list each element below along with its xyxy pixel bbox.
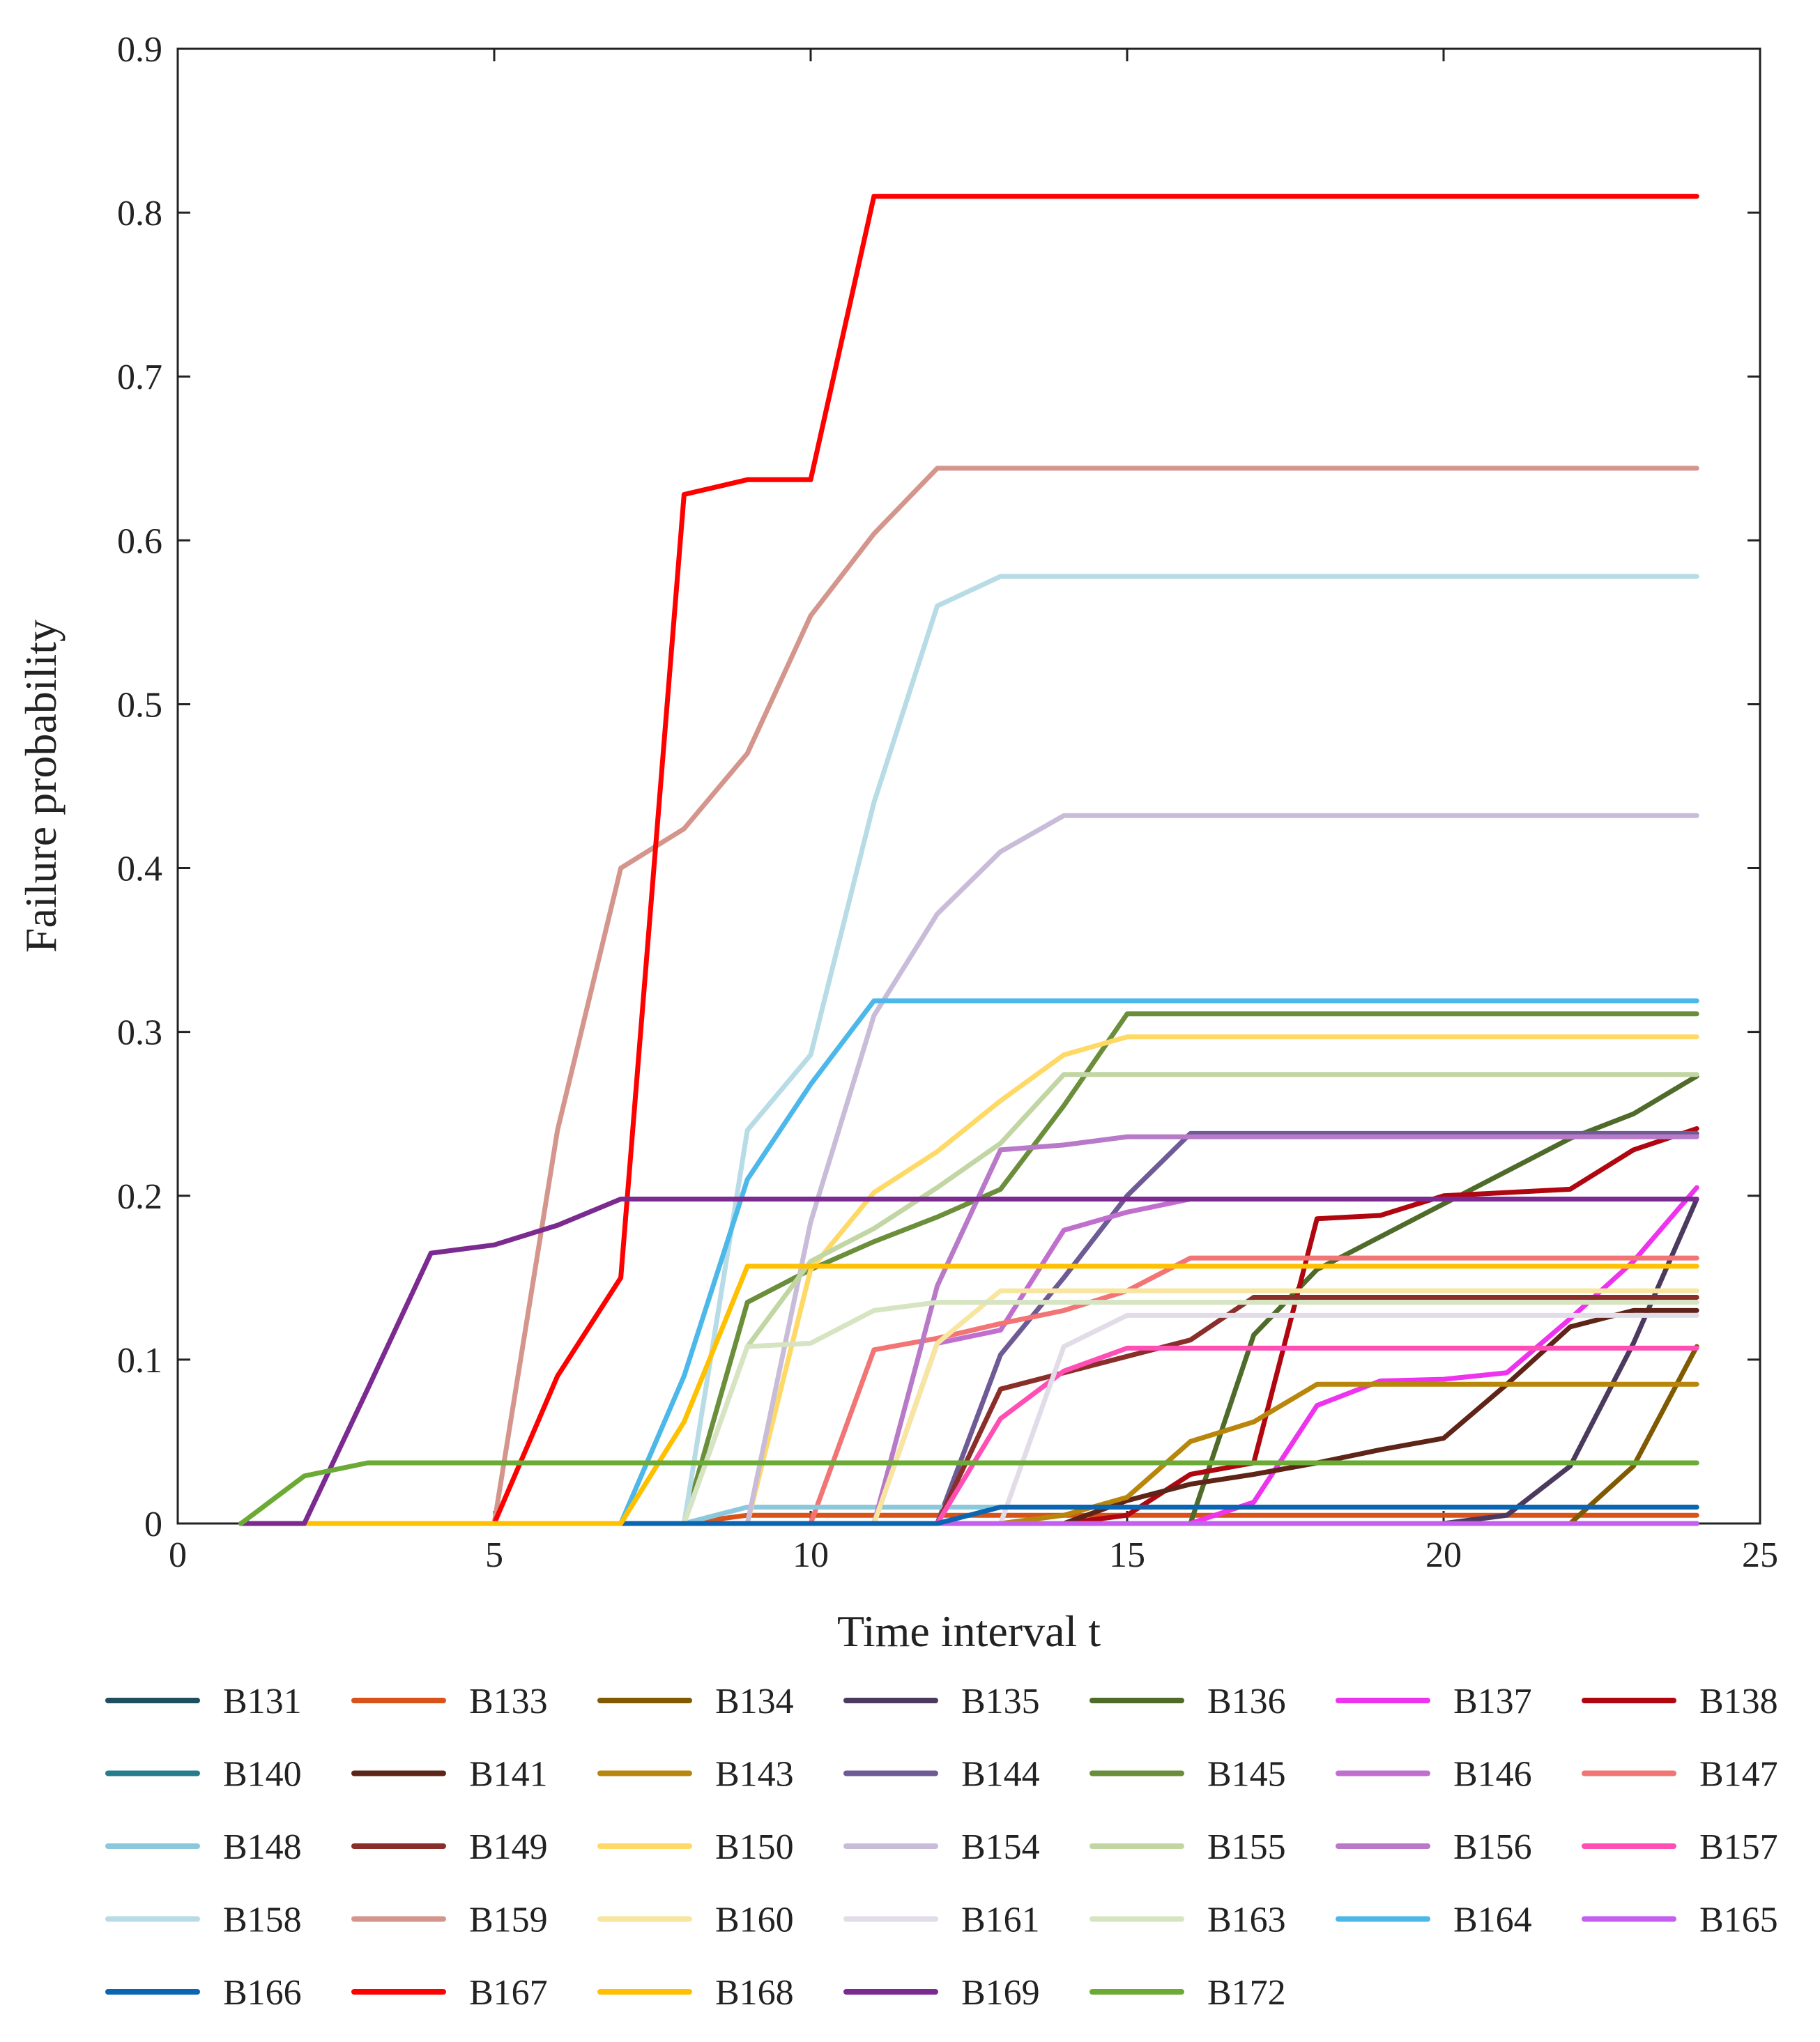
- legend-item-b131: B131: [105, 1682, 302, 1721]
- legend-label: B159: [469, 1901, 548, 1940]
- legend-item-b160: B160: [597, 1901, 794, 1940]
- legend-item-b143: B143: [597, 1755, 794, 1795]
- legend-item-b167: B167: [351, 1973, 548, 2013]
- legend-item-b141: B141: [351, 1755, 548, 1795]
- legend-item-b134: B134: [597, 1682, 794, 1721]
- legend-label: B131: [223, 1682, 302, 1721]
- legend-label: B134: [715, 1682, 794, 1721]
- y-tick-label: 0.8: [117, 194, 162, 233]
- series-line-b168: [238, 1264, 1699, 1526]
- legend-item-b150: B150: [597, 1827, 794, 1867]
- y-tick-label: 0: [144, 1505, 162, 1544]
- legend-item-b156: B156: [1336, 1827, 1532, 1867]
- x-tick-label: 25: [1742, 1535, 1778, 1575]
- series-lines: [238, 194, 1699, 1526]
- legend-label: B157: [1699, 1827, 1778, 1867]
- legend-item-b166: B166: [105, 1973, 302, 2013]
- legend-label: B158: [223, 1901, 302, 1940]
- legend-item-b146: B146: [1336, 1755, 1532, 1795]
- legend-label: B148: [223, 1827, 302, 1867]
- legend-label: B135: [961, 1682, 1040, 1721]
- x-tick-label: 10: [793, 1535, 829, 1575]
- legend-item-b163: B163: [1089, 1901, 1286, 1940]
- legend-label: B136: [1207, 1682, 1286, 1721]
- legend-label: B168: [715, 1973, 794, 2013]
- legend-item-b155: B155: [1089, 1827, 1286, 1867]
- legend-label: B156: [1453, 1827, 1532, 1867]
- legend-label: B137: [1453, 1682, 1532, 1721]
- legend-label: B140: [223, 1755, 302, 1795]
- legend-item-b133: B133: [351, 1682, 548, 1721]
- legend-label: B161: [961, 1901, 1040, 1940]
- legend-item-b158: B158: [105, 1901, 302, 1940]
- legend-item-b172: B172: [1089, 1973, 1286, 2013]
- y-tick-label: 0.2: [117, 1177, 162, 1217]
- legend-label: B165: [1699, 1901, 1778, 1940]
- legend-label: B147: [1699, 1755, 1778, 1795]
- legend-label: B172: [1207, 1973, 1286, 2013]
- legend-label: B167: [469, 1973, 548, 2013]
- y-axis-title: Failure probability: [16, 620, 66, 953]
- y-tick-label: 0.6: [117, 521, 162, 561]
- y-tick-label: 0.7: [117, 358, 162, 397]
- legend: B131 B133 B134 B135 B136 B137 B138 B140 B141 B143…: [105, 1682, 1778, 2013]
- y-tick-label: 0.5: [117, 685, 162, 725]
- legend-label: B160: [715, 1901, 794, 1940]
- legend-item-b149: B149: [351, 1827, 548, 1867]
- legend-item-b145: B145: [1089, 1755, 1286, 1795]
- y-tick-label: 0.1: [117, 1341, 162, 1381]
- legend-item-b136: B136: [1089, 1682, 1286, 1721]
- legend-label: B164: [1453, 1901, 1532, 1940]
- legend-label: B169: [961, 1973, 1040, 2013]
- y-axis: 0 0.1 0.2 0.3 0.4 0.5 0.6 0.7 0.8 0.9: [117, 30, 1760, 1544]
- legend-label: B146: [1453, 1755, 1532, 1795]
- series-line-b172: [238, 1460, 1699, 1526]
- y-tick-label: 0.3: [117, 1013, 162, 1053]
- legend-item-b135: B135: [843, 1682, 1040, 1721]
- x-tick-label: 0: [169, 1535, 187, 1575]
- legend-item-b165: B165: [1582, 1901, 1778, 1940]
- legend-item-b138: B138: [1582, 1682, 1778, 1721]
- legend-item-b161: B161: [843, 1901, 1040, 1940]
- legend-item-b148: B148: [105, 1827, 302, 1867]
- x-tick-label: 20: [1425, 1535, 1462, 1575]
- legend-label: B133: [469, 1682, 548, 1721]
- legend-label: B154: [961, 1827, 1040, 1867]
- legend-item-b140: B140: [105, 1755, 302, 1795]
- legend-item-b147: B147: [1582, 1755, 1778, 1795]
- y-tick-label: 0.4: [117, 850, 162, 889]
- legend-label: B143: [715, 1755, 794, 1795]
- legend-item-b154: B154: [843, 1827, 1040, 1867]
- legend-label: B141: [469, 1755, 548, 1795]
- legend-item-b164: B164: [1336, 1901, 1532, 1940]
- x-axis: 0 5 10 15 20 25: [169, 49, 1778, 1575]
- legend-item-b137: B137: [1336, 1682, 1532, 1721]
- legend-label: B163: [1207, 1901, 1286, 1940]
- y-tick-label: 0.9: [117, 30, 162, 70]
- x-tick-label: 15: [1109, 1535, 1145, 1575]
- series-line-b169: [238, 1197, 1699, 1526]
- legend-label: B155: [1207, 1827, 1286, 1867]
- legend-item-b169: B169: [843, 1973, 1040, 2013]
- legend-item-b159: B159: [351, 1901, 548, 1940]
- legend-label: B138: [1699, 1682, 1778, 1721]
- legend-label: B150: [715, 1827, 794, 1867]
- x-tick-label: 5: [485, 1535, 503, 1575]
- legend-item-b157: B157: [1582, 1827, 1778, 1867]
- legend-item-b144: B144: [843, 1755, 1040, 1795]
- legend-label: B149: [469, 1827, 548, 1867]
- x-axis-title: Time interval t: [837, 1606, 1101, 1656]
- legend-label: B166: [223, 1973, 302, 2013]
- legend-item-b168: B168: [597, 1973, 794, 2013]
- legend-label: B144: [961, 1755, 1040, 1795]
- legend-label: B145: [1207, 1755, 1286, 1795]
